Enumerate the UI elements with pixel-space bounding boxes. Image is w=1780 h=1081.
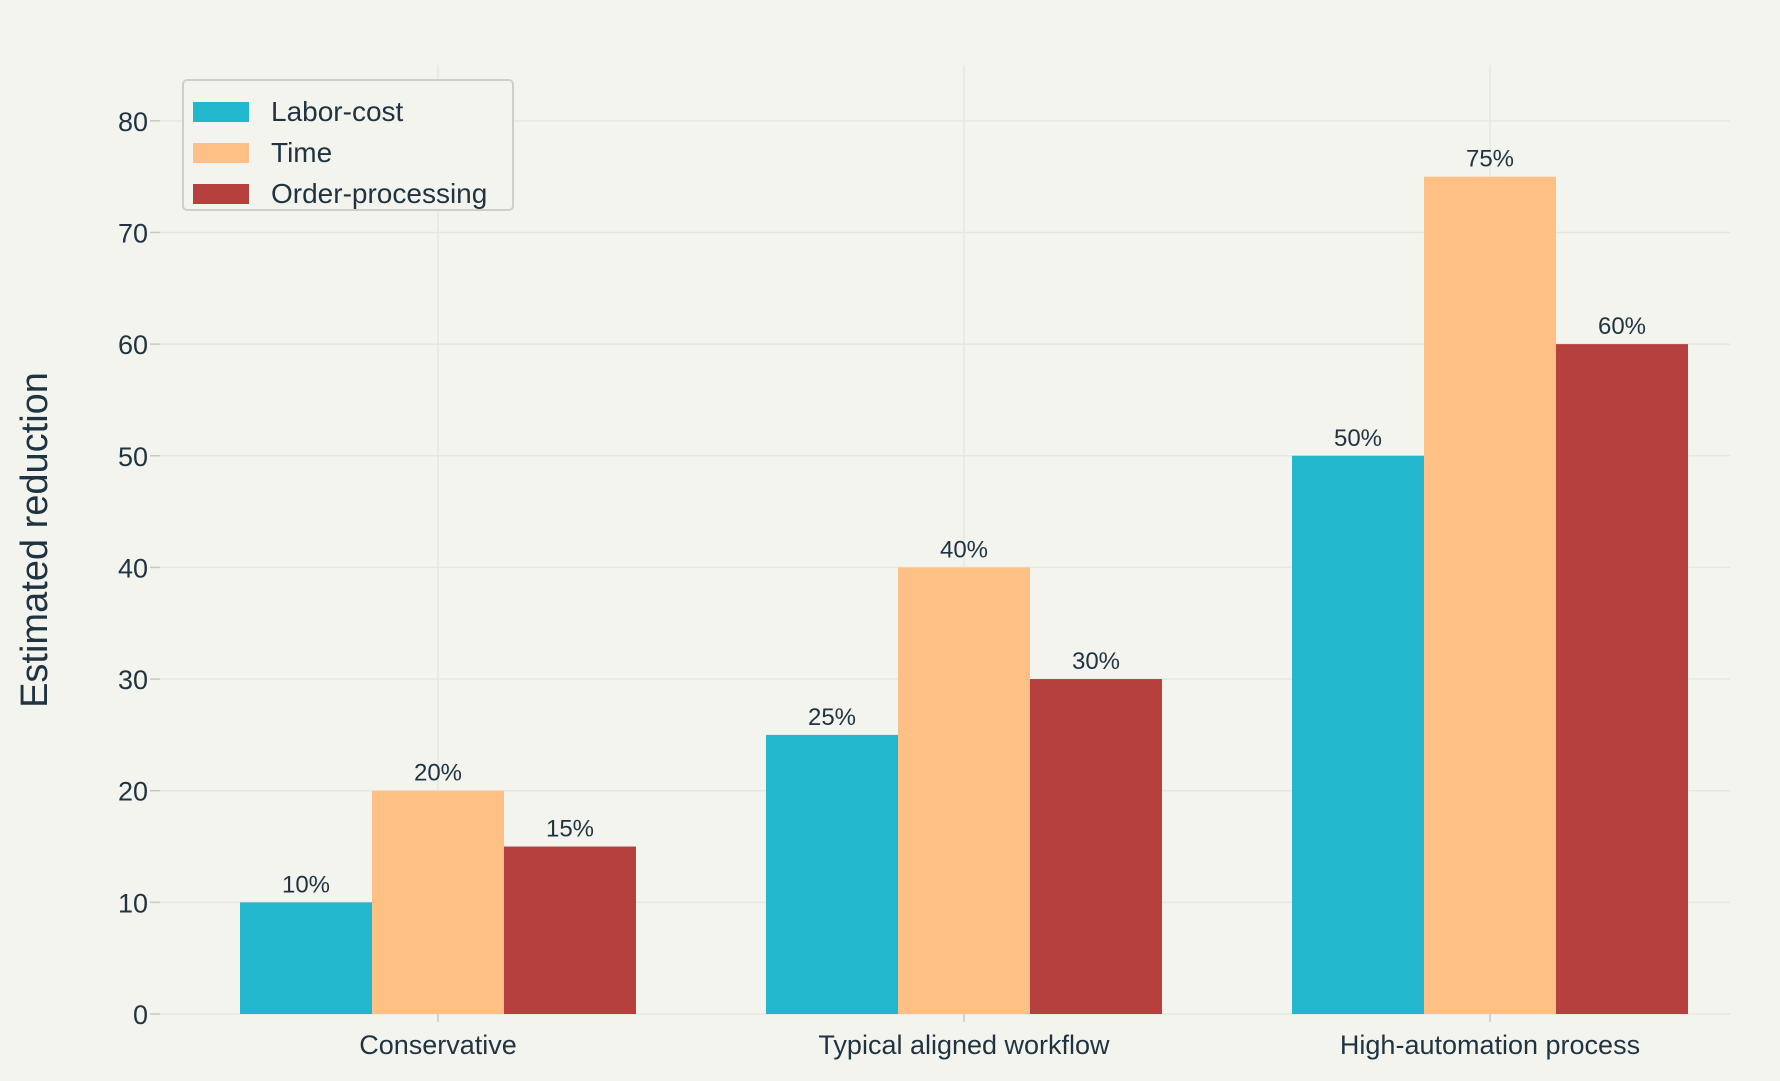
bar-time-2 <box>1424 176 1556 1014</box>
data-label: 10% <box>282 871 330 898</box>
legend-label: Labor-cost <box>271 96 404 127</box>
bar-order-processing-1 <box>1030 679 1162 1014</box>
data-label: 50% <box>1334 425 1382 452</box>
legend-swatch <box>193 102 249 122</box>
y-tick-label: 60 <box>118 330 148 360</box>
data-labels: 10% 25% 50% 20% 40% 75% 15% 30% 60% <box>282 146 1646 899</box>
data-label: 30% <box>1072 648 1120 675</box>
x-category-label: Conservative <box>359 1030 517 1060</box>
data-label: 60% <box>1598 313 1646 340</box>
data-label: 25% <box>808 704 856 731</box>
bar-order-processing-2 <box>1556 344 1688 1014</box>
legend-frame <box>182 79 514 211</box>
y-tick-label: 30 <box>118 665 148 695</box>
legend: Labor-cost Time Order-processing <box>182 79 514 211</box>
data-label: 75% <box>1466 146 1514 173</box>
y-tick-label: 80 <box>118 107 148 137</box>
y-tick-label: 50 <box>118 442 148 472</box>
bar-time-0 <box>372 790 504 1014</box>
bar-order-processing-0 <box>504 846 636 1014</box>
bars <box>240 176 1688 1014</box>
legend-swatch <box>193 143 249 163</box>
data-label: 20% <box>414 760 462 787</box>
y-tick-label: 10 <box>118 888 148 918</box>
legend-label: Time <box>271 137 332 168</box>
bar-time-1 <box>898 567 1030 1014</box>
y-tick-label: 0 <box>133 1000 148 1030</box>
y-tick-label: 40 <box>118 553 148 583</box>
x-category-label: High-automation process <box>1340 1030 1640 1060</box>
y-axis: 0 10 20 30 40 50 60 70 80 <box>118 107 160 1030</box>
x-axis: Conservative Typical aligned workflow High… <box>359 1014 1640 1060</box>
legend-label: Order-processing <box>271 178 487 209</box>
x-category-label: Typical aligned workflow <box>818 1030 1110 1060</box>
bar-labor-cost-1 <box>766 734 898 1014</box>
data-label: 40% <box>940 536 988 563</box>
bar-labor-cost-0 <box>240 902 372 1014</box>
bar-labor-cost-2 <box>1292 455 1424 1014</box>
data-label: 15% <box>546 816 594 843</box>
y-tick-label: 70 <box>118 218 148 248</box>
legend-swatch <box>193 184 249 204</box>
y-tick-label: 20 <box>118 777 148 807</box>
y-axis-title: Estimated reduction <box>14 372 56 708</box>
